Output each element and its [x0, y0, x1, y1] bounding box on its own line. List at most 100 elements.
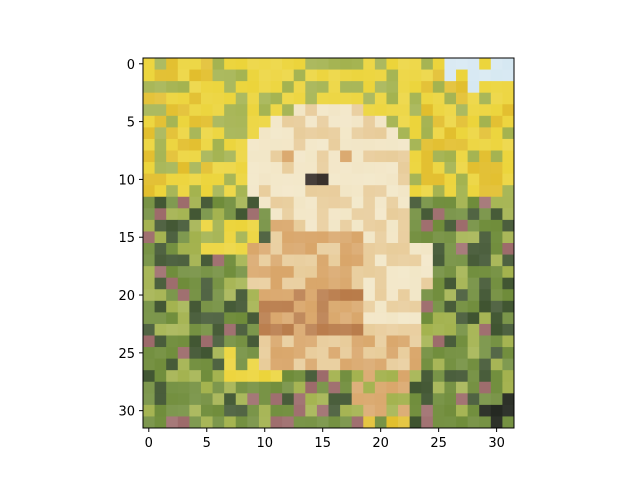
heatmap-cell — [316, 58, 329, 70]
heatmap-cell — [247, 277, 260, 290]
heatmap-cell — [432, 335, 445, 348]
heatmap-cell — [502, 219, 515, 232]
heatmap-cell — [270, 243, 283, 255]
heatmap-cell — [398, 138, 411, 151]
heatmap-cell — [166, 196, 179, 209]
heatmap-cell — [247, 115, 260, 128]
heatmap-cell — [293, 138, 306, 151]
heatmap-cell — [212, 115, 225, 128]
heatmap-cell — [143, 323, 155, 336]
heatmap-cell — [154, 162, 167, 175]
heatmap-cell — [224, 104, 237, 117]
heatmap-cell — [166, 208, 179, 221]
heatmap-cell — [177, 289, 190, 302]
heatmap-cell — [235, 335, 248, 348]
heatmap-cell — [316, 81, 329, 94]
heatmap-cell — [328, 81, 341, 94]
heatmap-cell — [398, 127, 411, 140]
heatmap-cell — [166, 347, 179, 360]
heatmap-cell — [235, 231, 248, 244]
heatmap-cell — [293, 81, 306, 94]
heatmap-cell — [328, 416, 341, 429]
heatmap-cell — [467, 219, 480, 232]
heatmap-cell — [398, 358, 411, 371]
heatmap-cell — [258, 277, 271, 290]
heatmap-cell — [258, 69, 271, 82]
heatmap-cell — [502, 115, 515, 128]
heatmap-cell — [386, 92, 399, 105]
heatmap-cell — [490, 358, 503, 371]
heatmap-cell — [490, 404, 503, 417]
heatmap-cell — [282, 243, 295, 255]
heatmap-cell — [305, 208, 318, 221]
heatmap-cell — [212, 162, 225, 175]
heatmap-cell — [189, 196, 202, 209]
heatmap-cell — [409, 393, 422, 406]
heatmap-cell — [351, 370, 364, 383]
heatmap-cell — [224, 266, 237, 279]
heatmap-cell — [490, 416, 503, 429]
heatmap-cell — [270, 69, 283, 82]
heatmap-cell — [224, 208, 237, 221]
heatmap-cell — [258, 81, 271, 94]
heatmap-cell — [340, 138, 353, 151]
heatmap-cell — [363, 404, 376, 417]
heatmap-cell — [421, 173, 434, 186]
heatmap-cell — [456, 404, 469, 417]
heatmap-cell — [154, 185, 167, 198]
heatmap-cell — [386, 150, 399, 163]
heatmap-cell — [340, 312, 353, 325]
heatmap-cell — [247, 289, 260, 302]
heatmap-cell — [189, 58, 202, 70]
heatmap-cell — [374, 381, 387, 394]
heatmap-cell — [305, 81, 318, 94]
heatmap-cell — [154, 115, 167, 128]
heatmap-cell — [282, 323, 295, 336]
heatmap-cell — [467, 81, 480, 94]
heatmap-cell — [293, 323, 306, 336]
heatmap-cell — [502, 173, 515, 186]
heatmap-cell — [143, 393, 155, 406]
heatmap-cell — [351, 312, 364, 325]
heatmap-cell — [189, 335, 202, 348]
heatmap-cell — [479, 138, 492, 151]
heatmap-cell — [444, 173, 457, 186]
heatmap-cell — [212, 300, 225, 313]
heatmap-cell — [328, 69, 341, 82]
heatmap-cell — [247, 81, 260, 94]
heatmap-cell — [479, 92, 492, 105]
heatmap-cell — [479, 243, 492, 255]
heatmap-cell — [374, 81, 387, 94]
heatmap-cell — [502, 231, 515, 244]
heatmap-cell — [479, 173, 492, 186]
heatmap-cell — [432, 219, 445, 232]
heatmap-cell — [340, 254, 353, 267]
heatmap-cell — [374, 266, 387, 279]
heatmap-cell — [502, 58, 515, 70]
heatmap-cell — [409, 162, 422, 175]
heatmap-cell — [409, 300, 422, 313]
heatmap-cell — [467, 127, 480, 140]
heatmap-cell — [177, 173, 190, 186]
heatmap-cell — [270, 173, 283, 186]
heatmap-cell — [200, 243, 213, 255]
heatmap-cell — [189, 358, 202, 371]
heatmap-cell — [270, 138, 283, 151]
heatmap-cell — [212, 323, 225, 336]
heatmap-cell — [374, 323, 387, 336]
heatmap-cell — [328, 289, 341, 302]
heatmap-cell — [143, 127, 155, 140]
heatmap-cell — [282, 196, 295, 209]
heatmap-cell — [235, 104, 248, 117]
heatmap-cell — [212, 104, 225, 117]
heatmap-cell — [467, 370, 480, 383]
heatmap-cell — [374, 289, 387, 302]
heatmap-cell — [490, 254, 503, 267]
heatmap-cell — [166, 150, 179, 163]
heatmap-cell — [270, 312, 283, 325]
heatmap-cell — [351, 266, 364, 279]
heatmap-cell — [432, 104, 445, 117]
heatmap-cell — [398, 162, 411, 175]
heatmap-cell — [409, 92, 422, 105]
heatmap-cell — [258, 115, 271, 128]
